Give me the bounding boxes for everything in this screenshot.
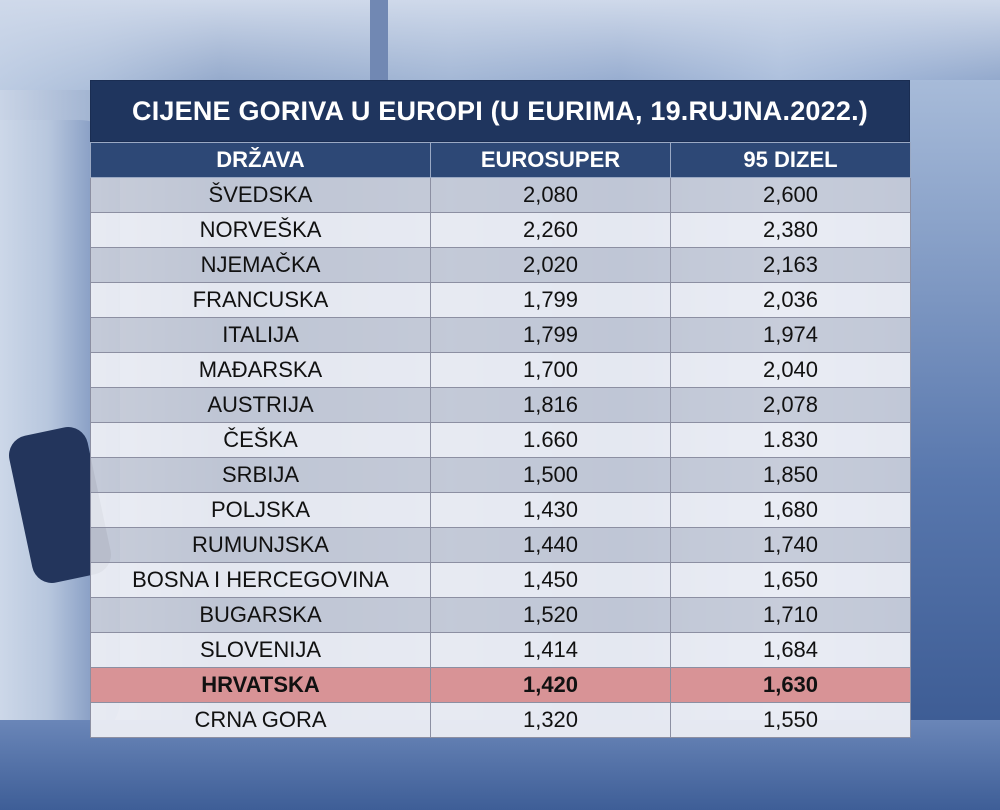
cell-country: RUMUNJSKA (90, 527, 431, 563)
cell-eurosuper: 1,816 (430, 387, 671, 423)
table-row: MAĐARSKA 1,700 2,040 (90, 352, 911, 388)
cell-country: BUGARSKA (90, 597, 431, 633)
cell-dizel: 1.830 (670, 422, 911, 458)
fuel-price-table: DRŽAVA EUROSUPER 95 DIZEL ŠVEDSKA 2,080 … (90, 142, 911, 738)
cell-eurosuper: 2,260 (430, 212, 671, 248)
fuel-price-table-panel: CIJENE GORIVA U EUROPI (U EURIMA, 19.RUJ… (90, 80, 911, 738)
cell-dizel: 2,040 (670, 352, 911, 388)
cell-eurosuper: 1,450 (430, 562, 671, 598)
cell-country: MAĐARSKA (90, 352, 431, 388)
column-header-eurosuper: EUROSUPER (430, 142, 671, 178)
table-row: SRBIJA 1,500 1,850 (90, 457, 911, 493)
cell-eurosuper: 1,430 (430, 492, 671, 528)
cell-dizel: 1,710 (670, 597, 911, 633)
cell-country: SLOVENIJA (90, 632, 431, 668)
cell-dizel: 2,078 (670, 387, 911, 423)
cell-country: FRANCUSKA (90, 282, 431, 318)
table-row: FRANCUSKA 1,799 2,036 (90, 282, 911, 318)
cell-dizel: 1,684 (670, 632, 911, 668)
column-header-country: DRŽAVA (90, 142, 431, 178)
cell-country: SRBIJA (90, 457, 431, 493)
cell-country: NORVEŠKA (90, 212, 431, 248)
table-row: CRNA GORA 1,320 1,550 (90, 702, 911, 738)
table-title: CIJENE GORIVA U EUROPI (U EURIMA, 19.RUJ… (90, 80, 910, 142)
cell-dizel: 1,550 (670, 702, 911, 738)
cell-country: ITALIJA (90, 317, 431, 353)
cell-eurosuper: 1.660 (430, 422, 671, 458)
table-row: BUGARSKA 1,520 1,710 (90, 597, 911, 633)
table-row: SLOVENIJA 1,414 1,684 (90, 632, 911, 668)
cell-country: ČEŠKA (90, 422, 431, 458)
table-row: AUSTRIJA 1,816 2,078 (90, 387, 911, 423)
cell-eurosuper: 1,799 (430, 282, 671, 318)
cell-eurosuper: 1,700 (430, 352, 671, 388)
column-header-dizel: 95 DIZEL (670, 142, 911, 178)
cell-country: ŠVEDSKA (90, 177, 431, 213)
cell-dizel: 1,740 (670, 527, 911, 563)
cell-eurosuper: 1,320 (430, 702, 671, 738)
cell-dizel: 2,600 (670, 177, 911, 213)
background-fuel-pump (910, 80, 1000, 810)
background-pole (370, 0, 388, 90)
cell-country: NJEMAČKA (90, 247, 431, 283)
table-row: NJEMAČKA 2,020 2,163 (90, 247, 911, 283)
table-row-highlighted: HRVATSKA 1,420 1,630 (90, 667, 911, 703)
cell-dizel: 1,650 (670, 562, 911, 598)
cell-dizel: 1,850 (670, 457, 911, 493)
header-row: DRŽAVA EUROSUPER 95 DIZEL (90, 142, 911, 178)
cell-eurosuper: 1,420 (430, 667, 671, 703)
cell-dizel: 1,680 (670, 492, 911, 528)
cell-country: CRNA GORA (90, 702, 431, 738)
cell-eurosuper: 1,440 (430, 527, 671, 563)
cell-eurosuper: 1,520 (430, 597, 671, 633)
cell-country: BOSNA I HERCEGOVINA (90, 562, 431, 598)
cell-country: HRVATSKA (90, 667, 431, 703)
cell-country: POLJSKA (90, 492, 431, 528)
cell-eurosuper: 1,414 (430, 632, 671, 668)
cell-eurosuper: 2,080 (430, 177, 671, 213)
table-row: ČEŠKA 1.660 1.830 (90, 422, 911, 458)
cell-dizel: 1,974 (670, 317, 911, 353)
table-row: ITALIJA 1,799 1,974 (90, 317, 911, 353)
cell-dizel: 2,380 (670, 212, 911, 248)
cell-eurosuper: 1,500 (430, 457, 671, 493)
table-row: NORVEŠKA 2,260 2,380 (90, 212, 911, 248)
table-row: BOSNA I HERCEGOVINA 1,450 1,650 (90, 562, 911, 598)
cell-dizel: 2,036 (670, 282, 911, 318)
table-row: ŠVEDSKA 2,080 2,600 (90, 177, 911, 213)
background-sky (0, 0, 1000, 90)
cell-eurosuper: 1,799 (430, 317, 671, 353)
cell-eurosuper: 2,020 (430, 247, 671, 283)
cell-dizel: 2,163 (670, 247, 911, 283)
cell-country: AUSTRIJA (90, 387, 431, 423)
cell-dizel: 1,630 (670, 667, 911, 703)
table-row: RUMUNJSKA 1,440 1,740 (90, 527, 911, 563)
table-row: POLJSKA 1,430 1,680 (90, 492, 911, 528)
